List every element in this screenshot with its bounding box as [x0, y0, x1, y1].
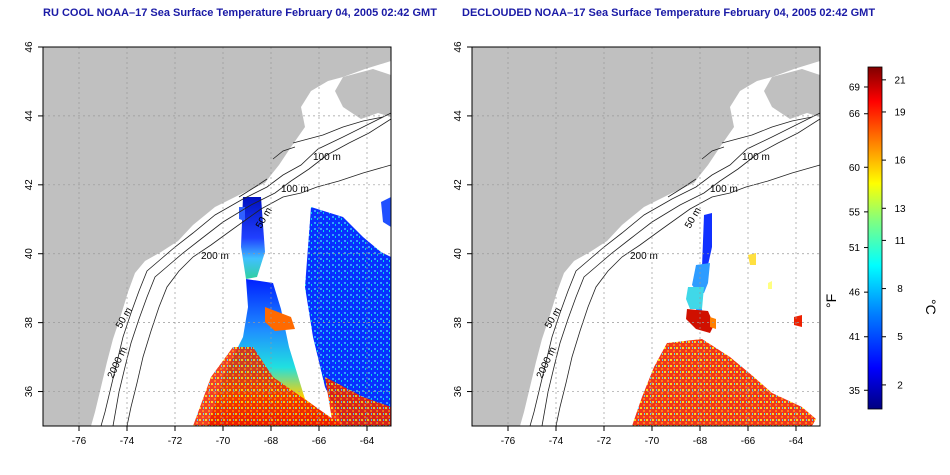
plot-frame: [42, 46, 392, 427]
colorbar-tick-label-f: 66: [849, 109, 861, 120]
colorbar-tick-label-c: 5: [897, 332, 903, 343]
grid-lines: [43, 46, 391, 426]
y-tick-label: 42: [453, 179, 464, 191]
sst-field: [193, 197, 391, 426]
map-panel-right: 100 m 100 m 50 m 200 m 50 m 2000 m -76 -7…: [453, 41, 821, 447]
x-tick-label: -72: [168, 436, 183, 447]
colorbar-tick-label-f: 41: [849, 332, 861, 343]
y-tick-label: 40: [453, 248, 464, 260]
land-nova-scotia: [335, 69, 391, 119]
x-tick-label: -68: [264, 436, 279, 447]
map-panel-left: 100 m 100 m 50 m 200 m 50 m 2000 m -76 -7…: [24, 41, 392, 447]
x-tick-label: -70: [645, 436, 660, 447]
y-tick-label: 42: [24, 179, 35, 191]
y-tick-label: 36: [24, 386, 35, 398]
y-tick-label: 44: [24, 110, 35, 122]
x-tick-label: -74: [120, 436, 135, 447]
x-axis: -76 -74 -72 -70 -68 -66 -64: [72, 426, 375, 447]
colorbar-tick-label-c: 21: [894, 75, 906, 86]
colorbar-tick-label-f: 51: [849, 243, 861, 254]
x-tick-label: -66: [741, 436, 756, 447]
land-mass: [472, 47, 820, 426]
depth-contours: [100, 112, 392, 427]
x-tick-label: -66: [312, 436, 327, 447]
y-tick-label: 46: [453, 41, 464, 53]
x-tick-label: -72: [597, 436, 612, 447]
colorbar-tick-label-c: 19: [894, 107, 906, 118]
plot-frame: [471, 46, 821, 427]
land-nova-scotia: [764, 69, 820, 119]
x-tick-label: -70: [216, 436, 231, 447]
x-tick-label: -64: [360, 436, 375, 447]
x-tick-label: -64: [789, 436, 804, 447]
x-tick-label: -76: [501, 436, 516, 447]
depth-contours: [529, 112, 821, 427]
y-tick-label: 38: [453, 317, 464, 329]
contour-label: 100 m: [281, 184, 309, 195]
x-axis: -76 -74 -72 -70 -68 -66 -64: [501, 426, 804, 447]
y-axis: 36 38 40 42 44 46: [453, 41, 472, 397]
y-tick-label: 46: [24, 41, 35, 53]
contour-label: 100 m: [313, 152, 341, 163]
chart-title-right: DECLOUDED NOAA–17 Sea Surface Temperatur…: [462, 7, 876, 19]
colorbar-ticks: 69 66 60 55 51 46 41 35 21 19 16 13 11 8 5 2: [849, 75, 906, 396]
x-tick-label: -68: [693, 436, 708, 447]
colorbar: 69 66 60 55 51 46 41 35 21 19 16 13 11 8 5 2 °F °C: [823, 66, 939, 410]
sst-field: [632, 213, 816, 426]
contour-label: 200 m: [201, 251, 229, 262]
colorbar-tick-label-f: 69: [849, 82, 861, 93]
colorbar-tick-label-c: 13: [894, 204, 906, 215]
colorbar-tick-label-f: 55: [849, 207, 861, 218]
land-mass: [43, 47, 391, 426]
colorbar-gradient: [867, 66, 883, 410]
contour-label: 100 m: [742, 152, 770, 163]
colorbar-tick-label-c: 2: [897, 380, 903, 391]
colorbar-tick-label-c: 8: [897, 284, 903, 295]
y-axis: 36 38 40 42 44 46: [24, 41, 43, 397]
contour-label: 100 m: [710, 184, 738, 195]
y-tick-label: 38: [24, 317, 35, 329]
colorbar-label-fahrenheit: °F: [823, 294, 839, 308]
x-tick-label: -76: [72, 436, 87, 447]
colorbar-tick-label-c: 16: [894, 156, 906, 167]
colorbar-tick-label-f: 35: [849, 386, 861, 397]
x-tick-label: -74: [549, 436, 564, 447]
colorbar-tick-label-f: 60: [849, 163, 861, 174]
colorbar-tick-label-f: 46: [849, 288, 861, 299]
colorbar-tick-label-c: 11: [895, 236, 906, 247]
colorbar-label-celsius: °C: [923, 299, 939, 315]
y-tick-label: 40: [24, 248, 35, 260]
y-tick-label: 36: [453, 386, 464, 398]
contour-label: 200 m: [630, 251, 658, 262]
y-tick-label: 44: [453, 110, 464, 122]
chart-title-left: RU COOL NOAA–17 Sea Surface Temperature …: [43, 7, 437, 19]
